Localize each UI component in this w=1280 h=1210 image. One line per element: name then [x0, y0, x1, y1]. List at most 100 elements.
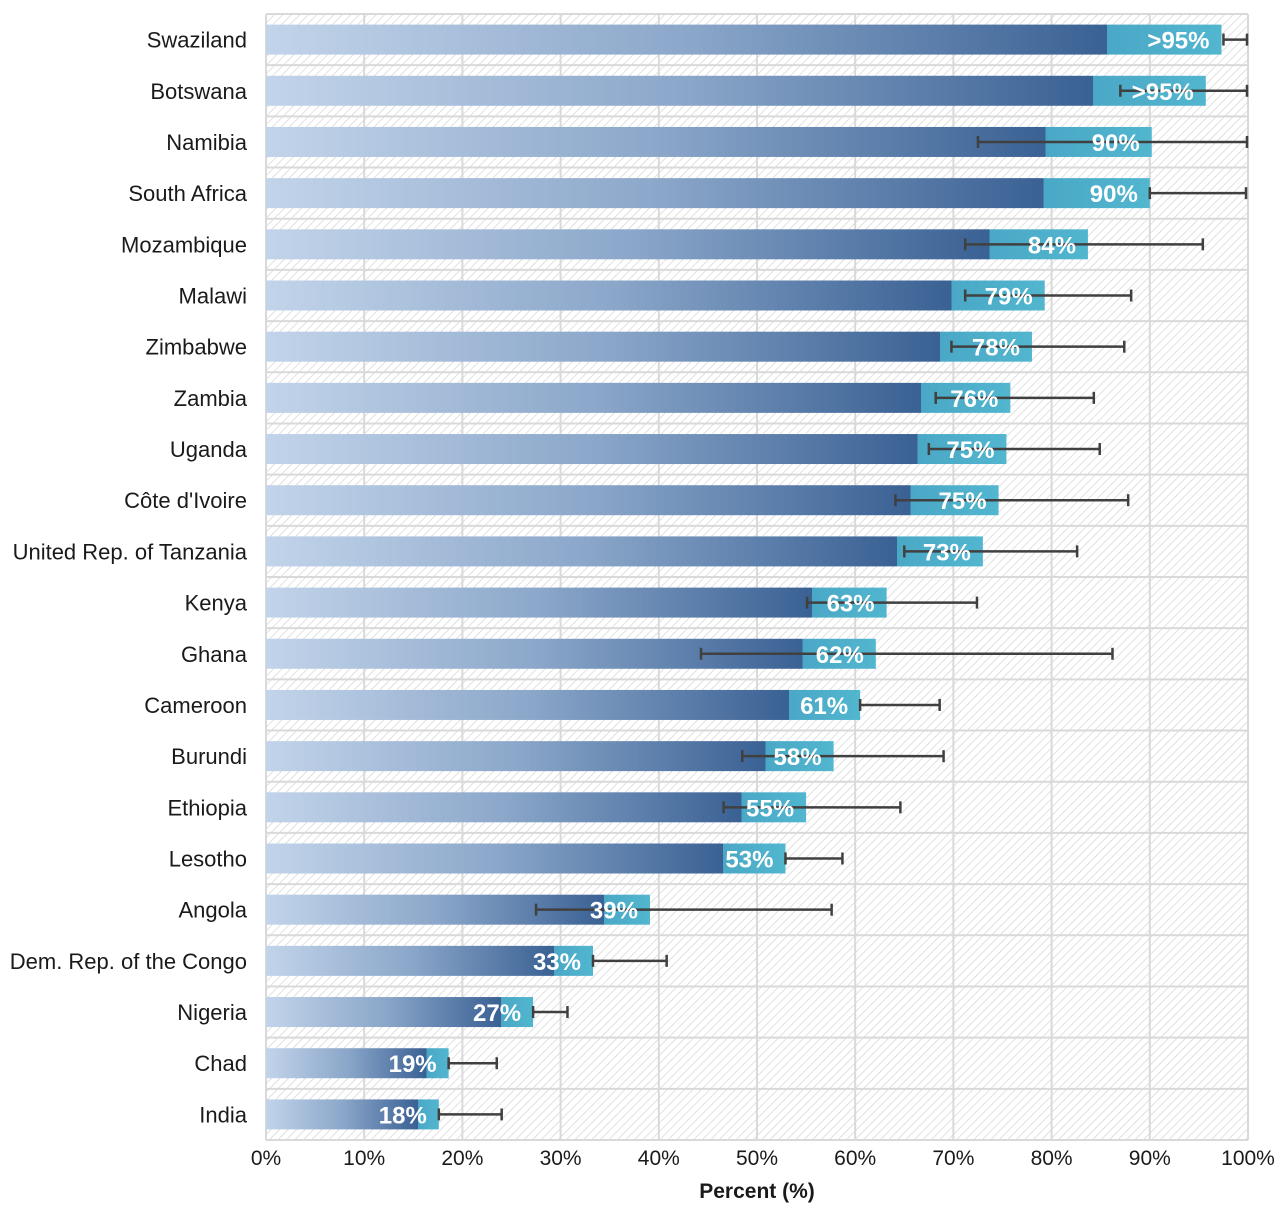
category-label: Nigeria	[177, 1000, 247, 1025]
error-bar	[722, 801, 902, 814]
bar	[266, 945, 594, 976]
bar	[266, 24, 1222, 55]
error-bar	[531, 1006, 569, 1019]
bar-data-label: 84%	[1028, 232, 1076, 259]
bar	[266, 689, 861, 720]
error-bar	[903, 545, 1079, 558]
bar-data-label: >95%	[1132, 79, 1194, 106]
bar	[266, 434, 1007, 465]
bar-data-label: 73%	[923, 539, 971, 566]
error-bar	[591, 954, 668, 967]
bar	[266, 229, 1088, 260]
x-tick-label: 10%	[343, 1147, 385, 1170]
bar	[266, 75, 1206, 106]
error-bar	[741, 750, 945, 763]
error-bar	[805, 596, 979, 609]
category-label: Ghana	[181, 642, 248, 667]
bar	[266, 536, 983, 567]
bar	[266, 741, 834, 772]
error-bar	[963, 289, 1133, 302]
bar-data-label: 58%	[774, 744, 822, 771]
error-bar	[437, 1108, 503, 1121]
category-label: Malawi	[179, 284, 247, 309]
bar-data-label: 75%	[946, 437, 994, 464]
bars	[266, 24, 1222, 1130]
category-label: India	[199, 1102, 247, 1127]
bar-data-label: 79%	[985, 284, 1033, 311]
category-label: Botswana	[150, 79, 247, 104]
category-label: Lesotho	[169, 847, 247, 872]
bar-data-label: 27%	[473, 1000, 521, 1027]
bar	[266, 843, 786, 874]
bar	[266, 280, 1045, 311]
bar-data-label: 78%	[972, 335, 1020, 362]
error-bar	[858, 698, 941, 711]
bar	[266, 178, 1150, 209]
bar-data-label: 33%	[533, 949, 581, 976]
category-label: Uganda	[170, 437, 248, 462]
category-label: South Africa	[128, 181, 247, 206]
error-bar	[784, 852, 844, 865]
error-bar	[1222, 33, 1249, 46]
x-tick-label: 60%	[834, 1147, 876, 1170]
bar-data-label: 55%	[746, 795, 794, 822]
error-bar	[699, 647, 1114, 660]
x-tick-label: 0%	[251, 1147, 281, 1170]
x-axis-tick-labels: 0% 10% 20% 30% 40% 50% 60% 70% 80% 90% 100%	[251, 1147, 1275, 1170]
category-label: Dem. Rep. of the Congo	[10, 949, 247, 974]
category-label: Swaziland	[147, 28, 247, 53]
bar-data-label: 90%	[1092, 130, 1140, 157]
data-labels: >95% >95% 90% 90% 84% 79% 78% 76% 75% 75% 73% 63% 62…	[379, 28, 1210, 1130]
category-label: Angola	[178, 898, 247, 923]
bar-data-label: 61%	[800, 693, 848, 720]
category-label: United Rep. of Tanzania	[13, 539, 248, 564]
error-bar	[534, 903, 833, 916]
bar	[266, 382, 1011, 413]
bar-data-label: 76%	[950, 386, 998, 413]
category-label: Cameroon	[144, 693, 247, 718]
x-tick-label: 100%	[1221, 1147, 1275, 1170]
error-bar	[927, 443, 1101, 456]
bar-data-label: 18%	[379, 1102, 427, 1129]
bar	[266, 331, 1032, 362]
bar	[266, 997, 534, 1028]
bar-data-label: 90%	[1090, 181, 1138, 208]
bar-data-label: >95%	[1147, 28, 1209, 55]
error-bar	[963, 238, 1205, 251]
bar	[266, 792, 807, 823]
x-tick-label: 20%	[441, 1147, 483, 1170]
bar-data-label: 39%	[590, 898, 638, 925]
error-bar	[894, 494, 1130, 507]
error-bar	[950, 340, 1126, 353]
bar-data-label: 62%	[816, 642, 864, 669]
error-bars	[437, 33, 1249, 1121]
category-label: Kenya	[185, 591, 248, 616]
category-label: Zimbabwe	[146, 335, 247, 360]
error-bar	[1148, 187, 1248, 200]
x-tick-label: 90%	[1129, 1147, 1171, 1170]
error-bar	[1119, 84, 1249, 97]
category-label: Mozambique	[121, 232, 247, 257]
bar-data-label: 75%	[939, 488, 987, 515]
category-label: Zambia	[174, 386, 248, 411]
bar	[266, 1099, 439, 1130]
bar-data-label: 63%	[827, 591, 875, 618]
error-bar	[447, 1057, 499, 1070]
bar	[266, 587, 887, 618]
category-labels: Swaziland Botswana Namibia South Africa Moza…	[10, 28, 248, 1128]
x-tick-label: 40%	[638, 1147, 680, 1170]
bar	[266, 1048, 449, 1079]
error-bar	[934, 391, 1096, 404]
x-axis-title: Percent (%)	[699, 1180, 815, 1203]
bar-data-label: 19%	[389, 1051, 437, 1078]
bar	[266, 485, 999, 516]
x-tick-label: 30%	[540, 1147, 582, 1170]
x-tick-label: 50%	[736, 1147, 778, 1170]
category-label: Burundi	[171, 744, 247, 769]
category-label: Côte d'Ivoire	[124, 488, 247, 513]
x-tick-label: 70%	[932, 1147, 974, 1170]
category-label: Chad	[194, 1051, 247, 1076]
category-label: Ethiopia	[167, 795, 247, 820]
